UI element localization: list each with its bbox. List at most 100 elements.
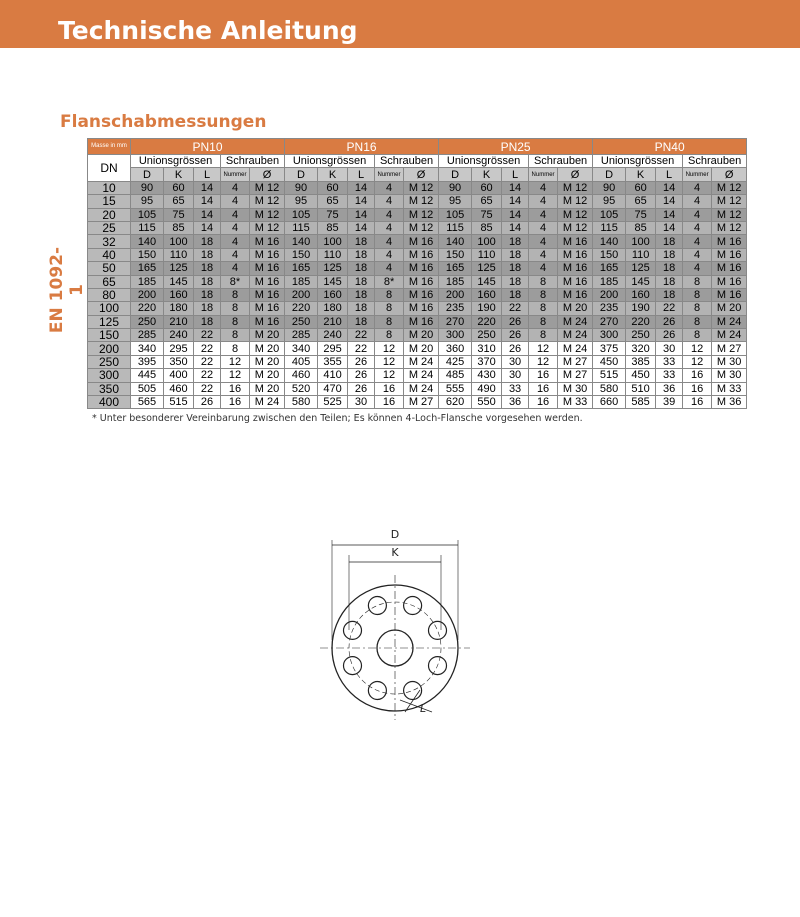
table-cell: 4 [528,207,559,222]
table-cell: 75 [163,207,194,222]
table-cell: 18 [655,234,684,249]
table-cell: Ø [403,167,440,182]
table-cell: 16 [682,381,713,397]
section-title: Flanschabmessungen [60,112,267,132]
table-cell: Unionsgrössen [130,153,221,169]
table-cell: 4 [528,247,559,263]
table-cell: 8 [528,287,559,303]
table-cell: 160 [471,287,503,303]
table-cell: 14 [193,180,221,196]
table-cell: 150 [87,328,131,343]
bolt-hole [342,620,363,640]
table-cell: M 36 [711,395,748,410]
table-cell: M 12 [711,220,748,236]
table-cell: 22 [347,341,376,356]
table-cell: 26 [655,328,684,343]
table-cell: M 16 [711,274,748,289]
table-cell: 26 [347,354,376,370]
table-cell: M 27 [403,395,440,410]
table-row: 100 220 180 18 8 M 16 220 180 18 8 M 16 235 190 22 8 M … [87,301,748,316]
table-cell: M 16 [403,301,440,316]
table-cell: 18 [501,274,530,289]
table-cell: 18 [655,261,684,276]
table-cell: M 20 [248,341,286,356]
table-row: 80 200 160 18 8 M 16 200 160 18 8 M 16 200 160 18 8 M 1… [87,287,748,303]
table-cell: 18 [347,314,376,330]
table-cell: 220 [284,301,319,316]
table-cell: 18 [193,301,221,316]
table-row: 200 340 295 22 8 M 20 340 295 22 12 M 20 360 310 26 12… [87,341,748,356]
table-cell: 200 [438,287,473,303]
table-cell: 95 [438,194,473,209]
table-cell: Schrauben [528,153,594,169]
table-row: Masse in mm PN10 PN16 PN25 PN40 [87,138,748,155]
table-cell: 8 [220,287,250,303]
table-cell: 4 [374,247,405,263]
table-cell: 4 [682,180,713,196]
table-row: 350 505 460 22 16 M 20 520 470 26 16 M 24 555 490 33 1… [87,381,748,397]
footnote: * Unter besonderer Vereinbarung zwischen… [92,413,583,424]
table-cell: 14 [347,207,376,222]
table-cell: 8 [374,287,405,303]
table-cell: 4 [374,194,405,209]
table-cell: 18 [193,314,221,330]
table-cell: 515 [592,368,627,383]
table-cell: M 27 [557,368,594,383]
table-cell: DN [87,154,131,182]
table-cell: 4 [220,207,250,222]
table-cell: 12 [374,341,405,356]
table-cell: 18 [347,301,376,316]
table-cell: 90 [130,180,164,196]
table-cell: 16 [682,395,713,410]
table-cell: K [163,167,194,182]
table-cell: 12 [220,354,250,370]
table-cell: 300 [438,328,473,343]
table-cell: 165 [284,261,319,276]
table-cell: 65 [625,194,657,209]
table-cell: 510 [625,381,657,397]
flange-table: Masse in mm PN10 PN16 PN25 PN40 DN Unionsgröss… [87,138,748,410]
table-cell: M 12 [711,180,748,196]
table-cell: 14 [347,194,376,209]
table-cell: M 20 [557,301,594,316]
table-cell: 80 [87,287,131,303]
table-cell: 14 [193,220,221,236]
table-cell: 185 [130,274,164,289]
table-cell: 430 [471,368,503,383]
table-cell: M 16 [248,274,286,289]
table-cell: 18 [193,261,221,276]
table-cell: 190 [625,301,657,316]
table-cell: M 16 [711,261,748,276]
table-cell: Unionsgrössen [284,153,376,169]
table-cell: M 20 [248,354,286,370]
label-d: D [391,528,399,541]
table-cell: M 12 [711,207,748,222]
table-cell: 525 [317,395,349,410]
table-cell: 4 [220,247,250,263]
table-cell: 26 [501,341,530,356]
table-cell: 4 [220,180,250,196]
table-cell: M 24 [557,314,594,330]
table-cell: 400 [87,395,131,410]
table-cell: 18 [193,287,221,303]
table-cell: 10 [87,180,131,196]
table-cell: 165 [592,261,627,276]
table-cell: 4 [682,194,713,209]
table-cell: 8* [374,274,405,289]
table-cell: M 20 [248,368,286,383]
table-cell: M 24 [248,395,286,410]
table-cell: 14 [347,220,376,236]
table-cell: 220 [471,314,503,330]
bolt-hole [427,620,448,640]
table-cell: 160 [625,287,657,303]
table-cell: Schrauben [219,153,286,169]
table-cell: 505 [130,381,164,397]
table-cell: 90 [592,180,627,196]
table-cell: Masse in mm [87,138,131,155]
table-cell: 105 [284,207,319,222]
table-cell: M 16 [403,314,440,330]
bolt-hole [403,595,423,616]
table-cell: 150 [438,247,473,263]
table-cell: M 12 [248,220,286,236]
label-k: K [391,546,399,559]
